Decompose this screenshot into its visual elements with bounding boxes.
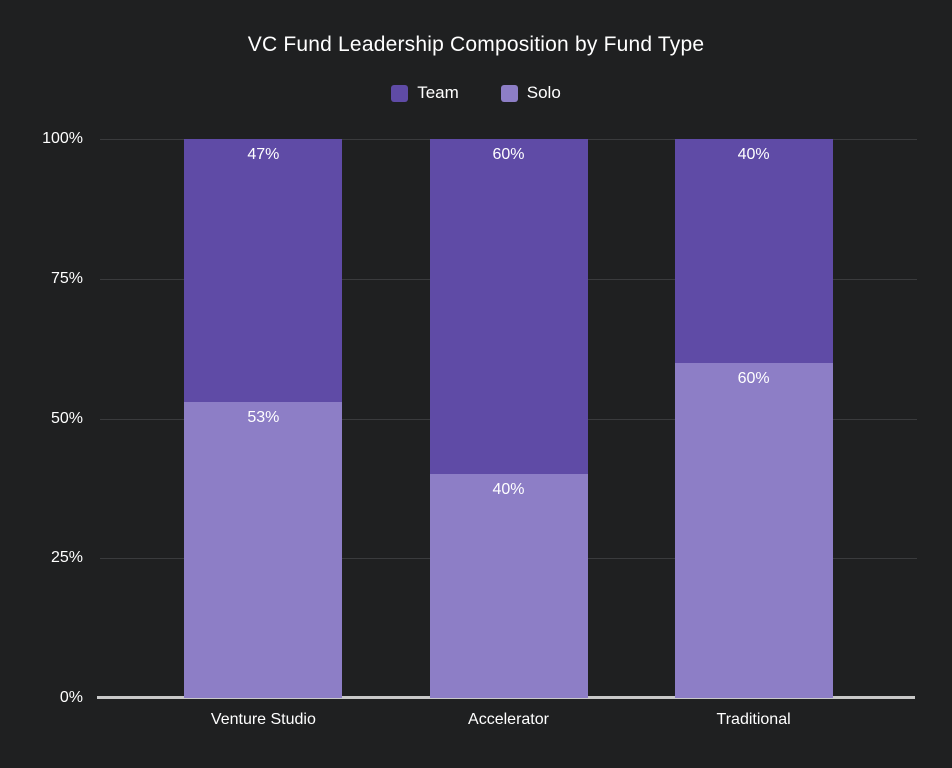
bar-segment-team-accelerator[interactable]: 60% xyxy=(429,139,588,475)
segment-value-label: 40% xyxy=(492,481,525,499)
bar-segment-solo-accelerator[interactable]: 40% xyxy=(429,474,588,698)
legend-item-team[interactable]: Team xyxy=(391,83,459,103)
y-tick-label-25: 25% xyxy=(50,549,83,567)
legend: Team Solo xyxy=(0,83,952,103)
bar-segment-team-traditional[interactable]: 40% xyxy=(674,139,833,363)
bar-segment-solo-venture-studio[interactable]: 53% xyxy=(184,401,343,698)
bar-segment-solo-traditional[interactable]: 60% xyxy=(674,362,833,698)
bar-venture-studio: 47% 53% xyxy=(184,139,343,698)
y-tick-label-0: 0% xyxy=(59,689,83,706)
legend-label-solo: Solo xyxy=(526,83,561,102)
y-tick-label-100: 100% xyxy=(42,130,83,147)
x-axis-label-venture-studio: Venture Studio xyxy=(210,711,316,728)
segment-value-label: 47% xyxy=(247,146,280,163)
chart-title: VC Fund Leadership Composition by Fund T… xyxy=(247,33,705,56)
segment-value-label: 60% xyxy=(737,369,770,387)
legend-label-team: Team xyxy=(417,83,459,102)
plot-area: 0% 25% 50% 75% 100% 47% 53% Venture Studio 60% 40… xyxy=(42,130,917,728)
solo-color-swatch xyxy=(500,84,518,102)
y-tick-label-75: 75% xyxy=(50,269,83,287)
y-tick-label-50: 50% xyxy=(50,409,83,427)
segment-value-label: 60% xyxy=(492,146,525,163)
x-axis-label-traditional: Traditional xyxy=(716,711,791,728)
bar-segment-team-venture-studio[interactable]: 47% xyxy=(184,139,343,402)
bar-accelerator: 60% 40% xyxy=(429,139,588,698)
segment-value-label: 53% xyxy=(247,408,280,426)
legend-item-solo[interactable]: Solo xyxy=(500,83,561,103)
bar-traditional: 40% 60% xyxy=(674,139,833,698)
segment-value-label: 40% xyxy=(737,146,770,163)
x-axis-label-accelerator: Accelerator xyxy=(468,711,549,728)
team-color-swatch xyxy=(391,84,409,102)
